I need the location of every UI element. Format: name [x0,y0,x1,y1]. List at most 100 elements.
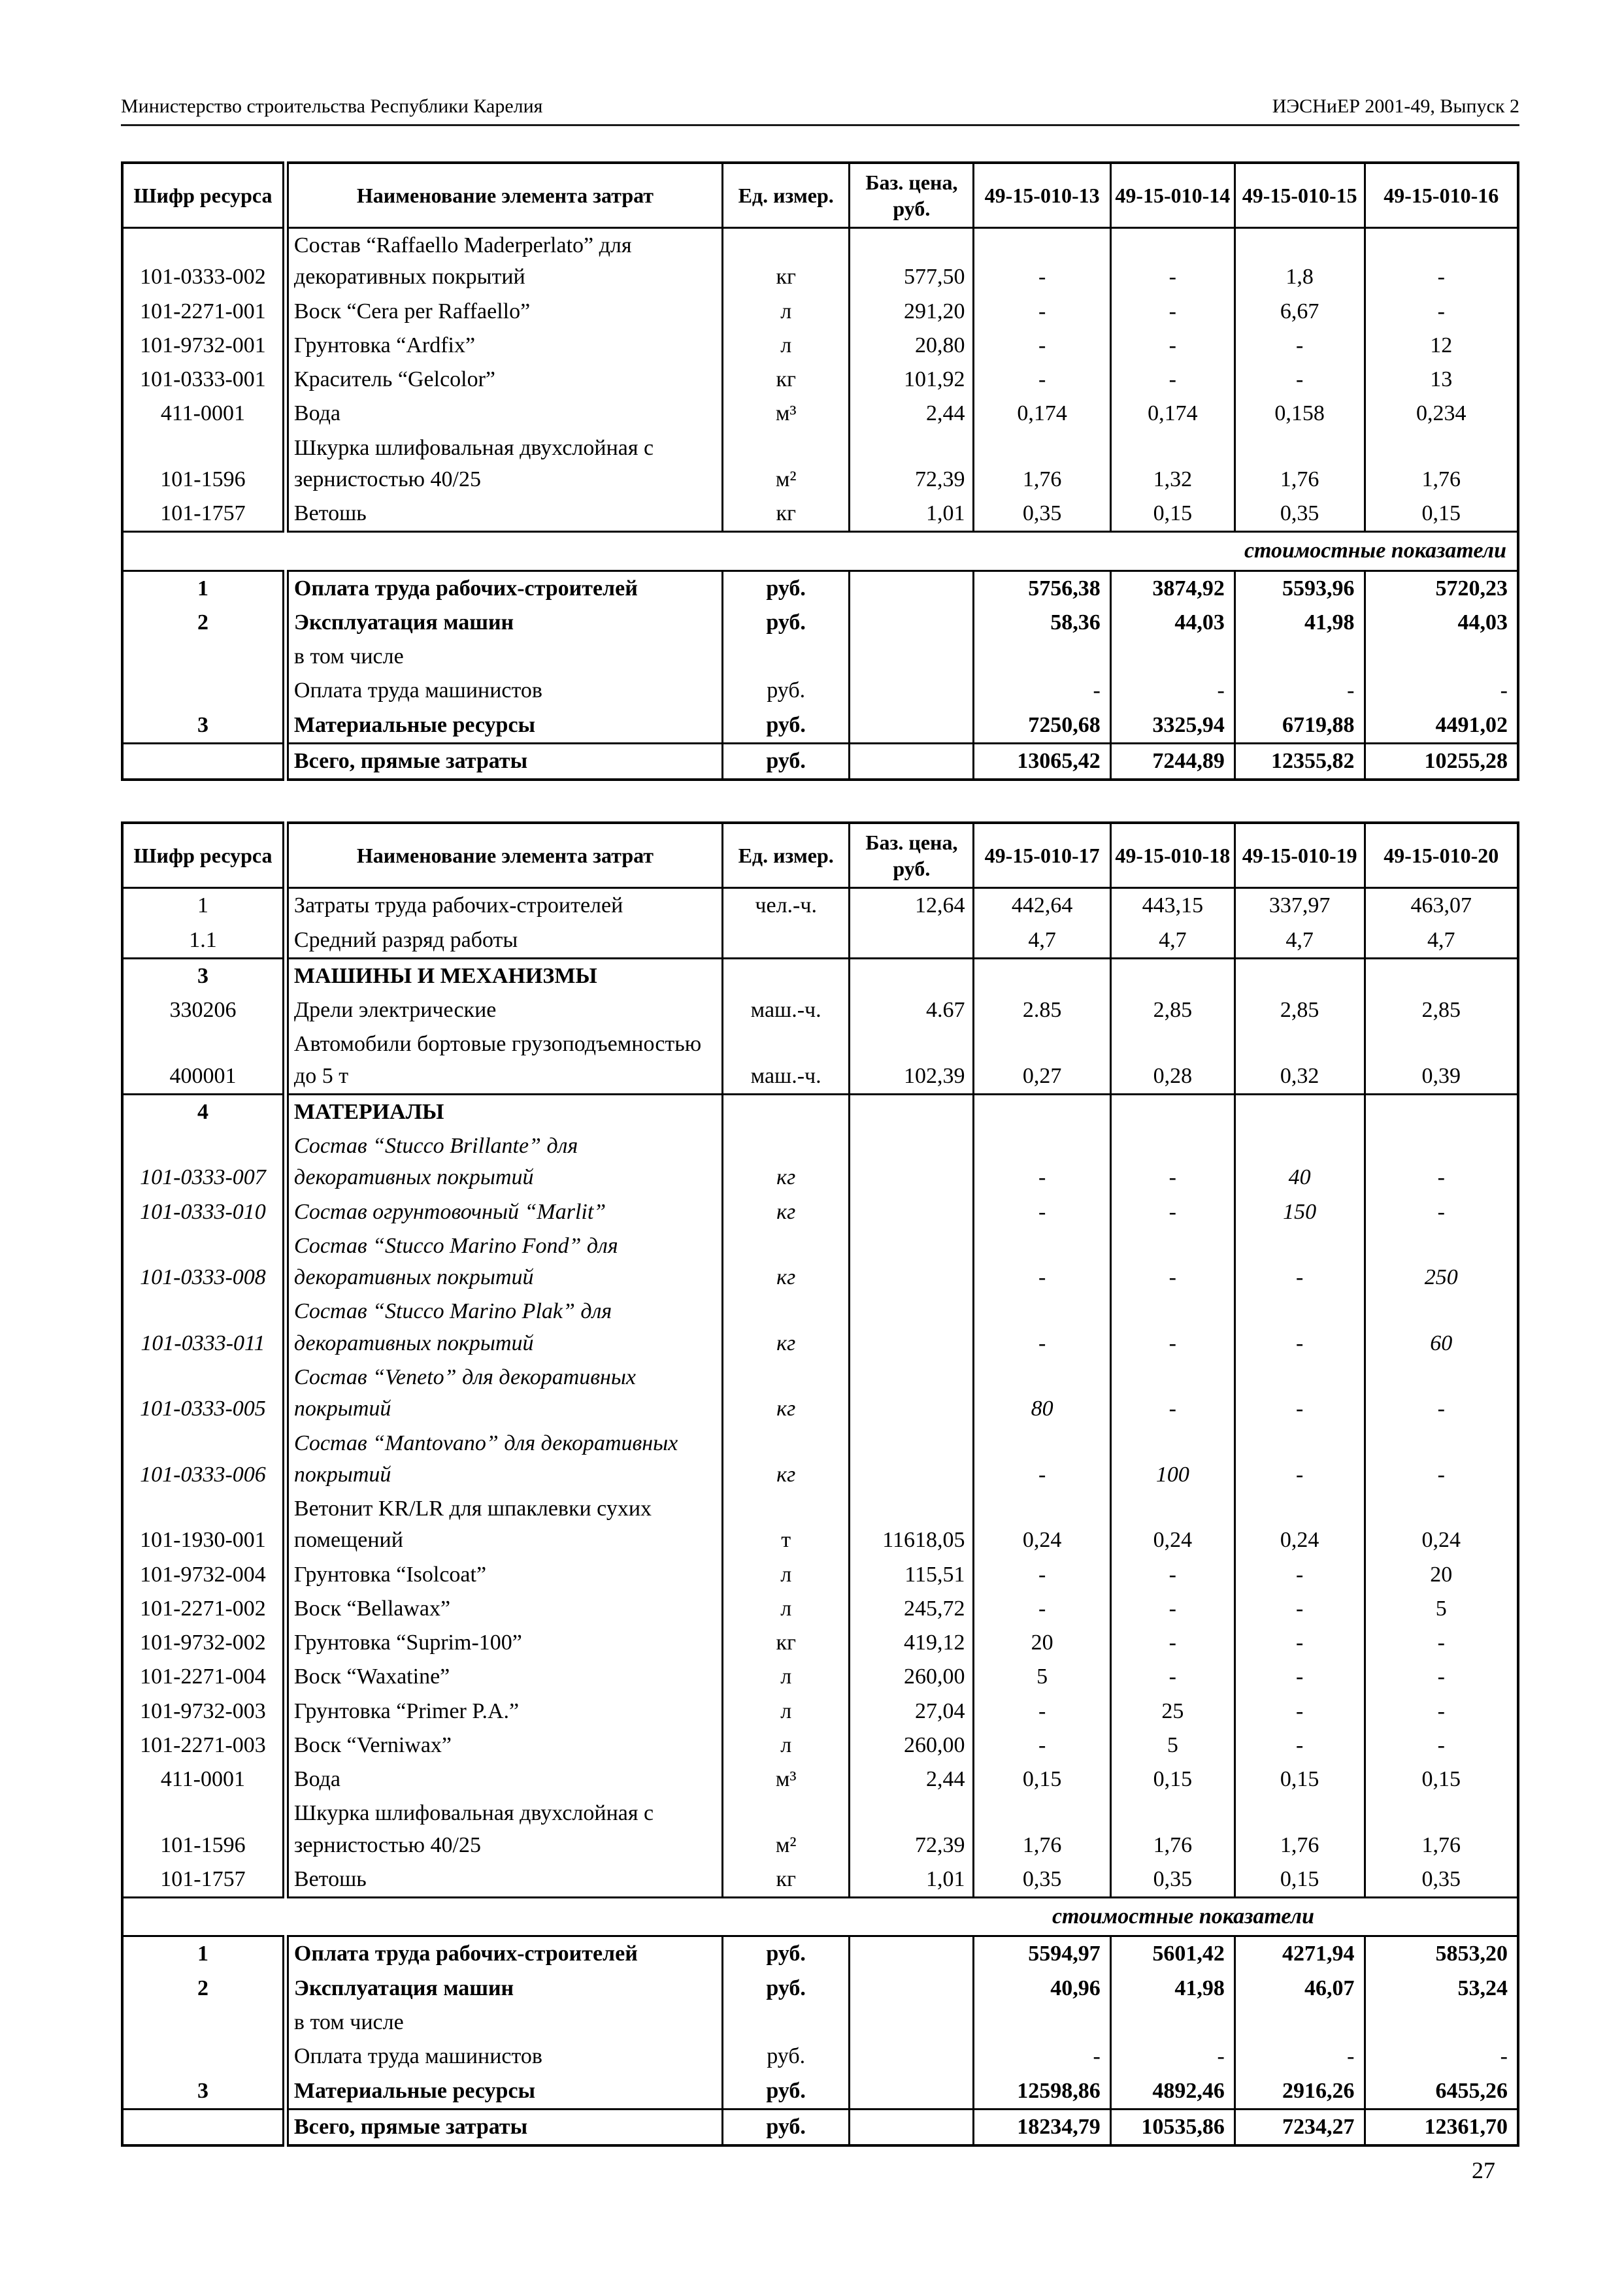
table-row: 101-2271-004 Воск “Waxatine” л 260,00 5- - - [121,1660,1519,1695]
cell-price: 102,39 [848,1027,975,1095]
cell-name: Эксплуатация машин [282,605,723,640]
cell-name: в том числе [282,2006,723,2040]
cell-value: 1,8 [1233,227,1366,295]
cell-price: 245,72 [848,1591,975,1627]
cell-code [121,674,287,708]
cell-unit [721,2006,851,2040]
cell-value: - [1363,1626,1519,1661]
cell-value: 4,7 [1109,923,1236,959]
cell-value: - [1363,227,1519,295]
cell-code: 3 [121,957,287,994]
cell-price: 11618,05 [848,1492,975,1558]
cell-value: - [1233,1694,1366,1729]
cell-unit: кг [721,1195,851,1229]
cell-value: 1,76 [1363,431,1519,497]
table-row: 101-0333-011 Состав “Stucco Marino Plak” … [121,1295,1519,1361]
cell-name: Состав “Raffaello Maderperlato” для деко… [282,227,723,295]
cell-value: 5 [972,1660,1112,1695]
cell-value: 0,15 [1363,497,1519,532]
cell-value: 1,76 [1363,1796,1519,1862]
cell-price: 260,00 [848,1660,975,1695]
cell-price: 1,01 [848,1862,975,1898]
cell-value: 0,24 [1363,1492,1519,1558]
cell-value: - [1363,1426,1519,1493]
cell-code: 411-0001 [121,397,287,431]
table-row: 101-1596 Шкурка шлифовальная двухслойная … [121,431,1519,497]
cell-value: 0,15 [1363,1763,1519,1797]
cell-value: 5593,96 [1233,571,1366,606]
cell-price: 1,01 [848,497,975,532]
cell-value: 25 [1109,1694,1236,1729]
cell-name: МАШИНЫ И МЕХАНИЗМЫ [282,957,723,994]
cell-unit: л [721,1660,851,1695]
page-number: 27 [1472,2157,1495,2183]
cell-value: - [1233,1229,1366,1295]
table-row: 101-1596 Шкурка шлифовальная двухслойная … [121,1796,1519,1862]
cell-value: 4,7 [1233,923,1366,959]
cell-value: 7244,89 [1109,742,1236,780]
cell-value: - [1233,1660,1366,1695]
cell-value: 5 [1363,1591,1519,1627]
cell-value [1109,957,1236,994]
cell-value: 2,85 [1109,993,1236,1028]
cell-value: 0,234 [1363,397,1519,431]
cell-value: - [1363,1694,1519,1729]
cell-value: 2916,26 [1233,2074,1366,2110]
cell-name: Вода [282,1763,723,1797]
column-header: 49-15-010-19 [1233,823,1366,889]
cell-unit: л [721,1557,851,1592]
cell-code: 101-1757 [121,1862,287,1898]
cell-value: 53,24 [1363,1971,1519,2006]
document-content: Министерство строительства Республики Ка… [121,95,1519,2147]
cell-code: 4 [121,1093,287,1130]
column-header: Шифр ресурса [121,823,287,889]
cell-code: 101-1757 [121,497,287,532]
cell-code: 101-1596 [121,431,287,497]
cell-name: Состав “Stucco Marino Plak” для декорати… [282,1295,723,1361]
cell-name: Эксплуатация машин [282,1971,723,2006]
cell-name: МАТЕРИАЛЫ [282,1093,723,1130]
cell-value: 1,76 [972,431,1112,497]
table-row: 330206 Дрели электрические маш.-ч. 4.67 2.85… [121,993,1519,1028]
cell-value: 12598,86 [972,2074,1112,2110]
cell-code: 101-0333-008 [121,1229,287,1295]
cell-value: 13065,42 [972,742,1112,780]
cell-unit: руб. [721,2074,851,2110]
cell-value: - [1233,674,1366,708]
cell-code: 101-0333-007 [121,1129,287,1195]
cell-value: 18234,79 [972,2108,1112,2146]
cell-value: 40 [1233,1129,1366,1195]
cell-value: 5756,38 [972,571,1112,606]
cell-value: - [1109,227,1236,295]
cell-value [1363,957,1519,994]
cell-value [1363,2006,1519,2040]
cell-value: 100 [1109,1426,1236,1493]
cell-value: 6455,26 [1363,2074,1519,2110]
cell-value: - [972,1295,1112,1361]
cell-price [848,708,975,744]
table-row: 4 МАТЕРИАЛЫ [121,1093,1519,1130]
table-row: 2 Эксплуатация машин руб. 58,36 44,03 41,98 44… [121,605,1519,640]
table-row: 3 МАШИНЫ И МЕХАНИЗМЫ [121,957,1519,994]
cell-value [972,957,1112,994]
cell-unit: руб. [721,571,851,606]
cell-value [1233,1093,1366,1130]
cell-value: 4,7 [1363,923,1519,959]
cell-unit: руб. [721,742,851,780]
cell-value: - [1109,674,1236,708]
table-row: 411-0001 Вода м³ 2,44 0,15 0,15 0,15 0,15 [121,1763,1519,1797]
cell-code: 1 [121,1936,287,1972]
cell-price [848,1971,975,2006]
cell-value: - [1363,674,1519,708]
cell-price [848,2006,975,2040]
cell-code: 101-9732-003 [121,1694,287,1729]
table-row: Всего, прямые затраты руб. 18234,79 10535,8… [121,2108,1519,2146]
cell-unit: л [721,1694,851,1729]
cell-value: - [1109,1195,1236,1229]
cost-indicators-band-label: стоимостные показатели [121,1896,1519,1938]
cell-price: 12,64 [848,887,975,923]
cell-price: 72,39 [848,1796,975,1862]
table-row: Всего, прямые затраты руб. 13065,42 7244,89… [121,742,1519,780]
cell-value: - [1109,1591,1236,1627]
table-row: Оплата труда машинистов руб. - - - - [121,2040,1519,2074]
